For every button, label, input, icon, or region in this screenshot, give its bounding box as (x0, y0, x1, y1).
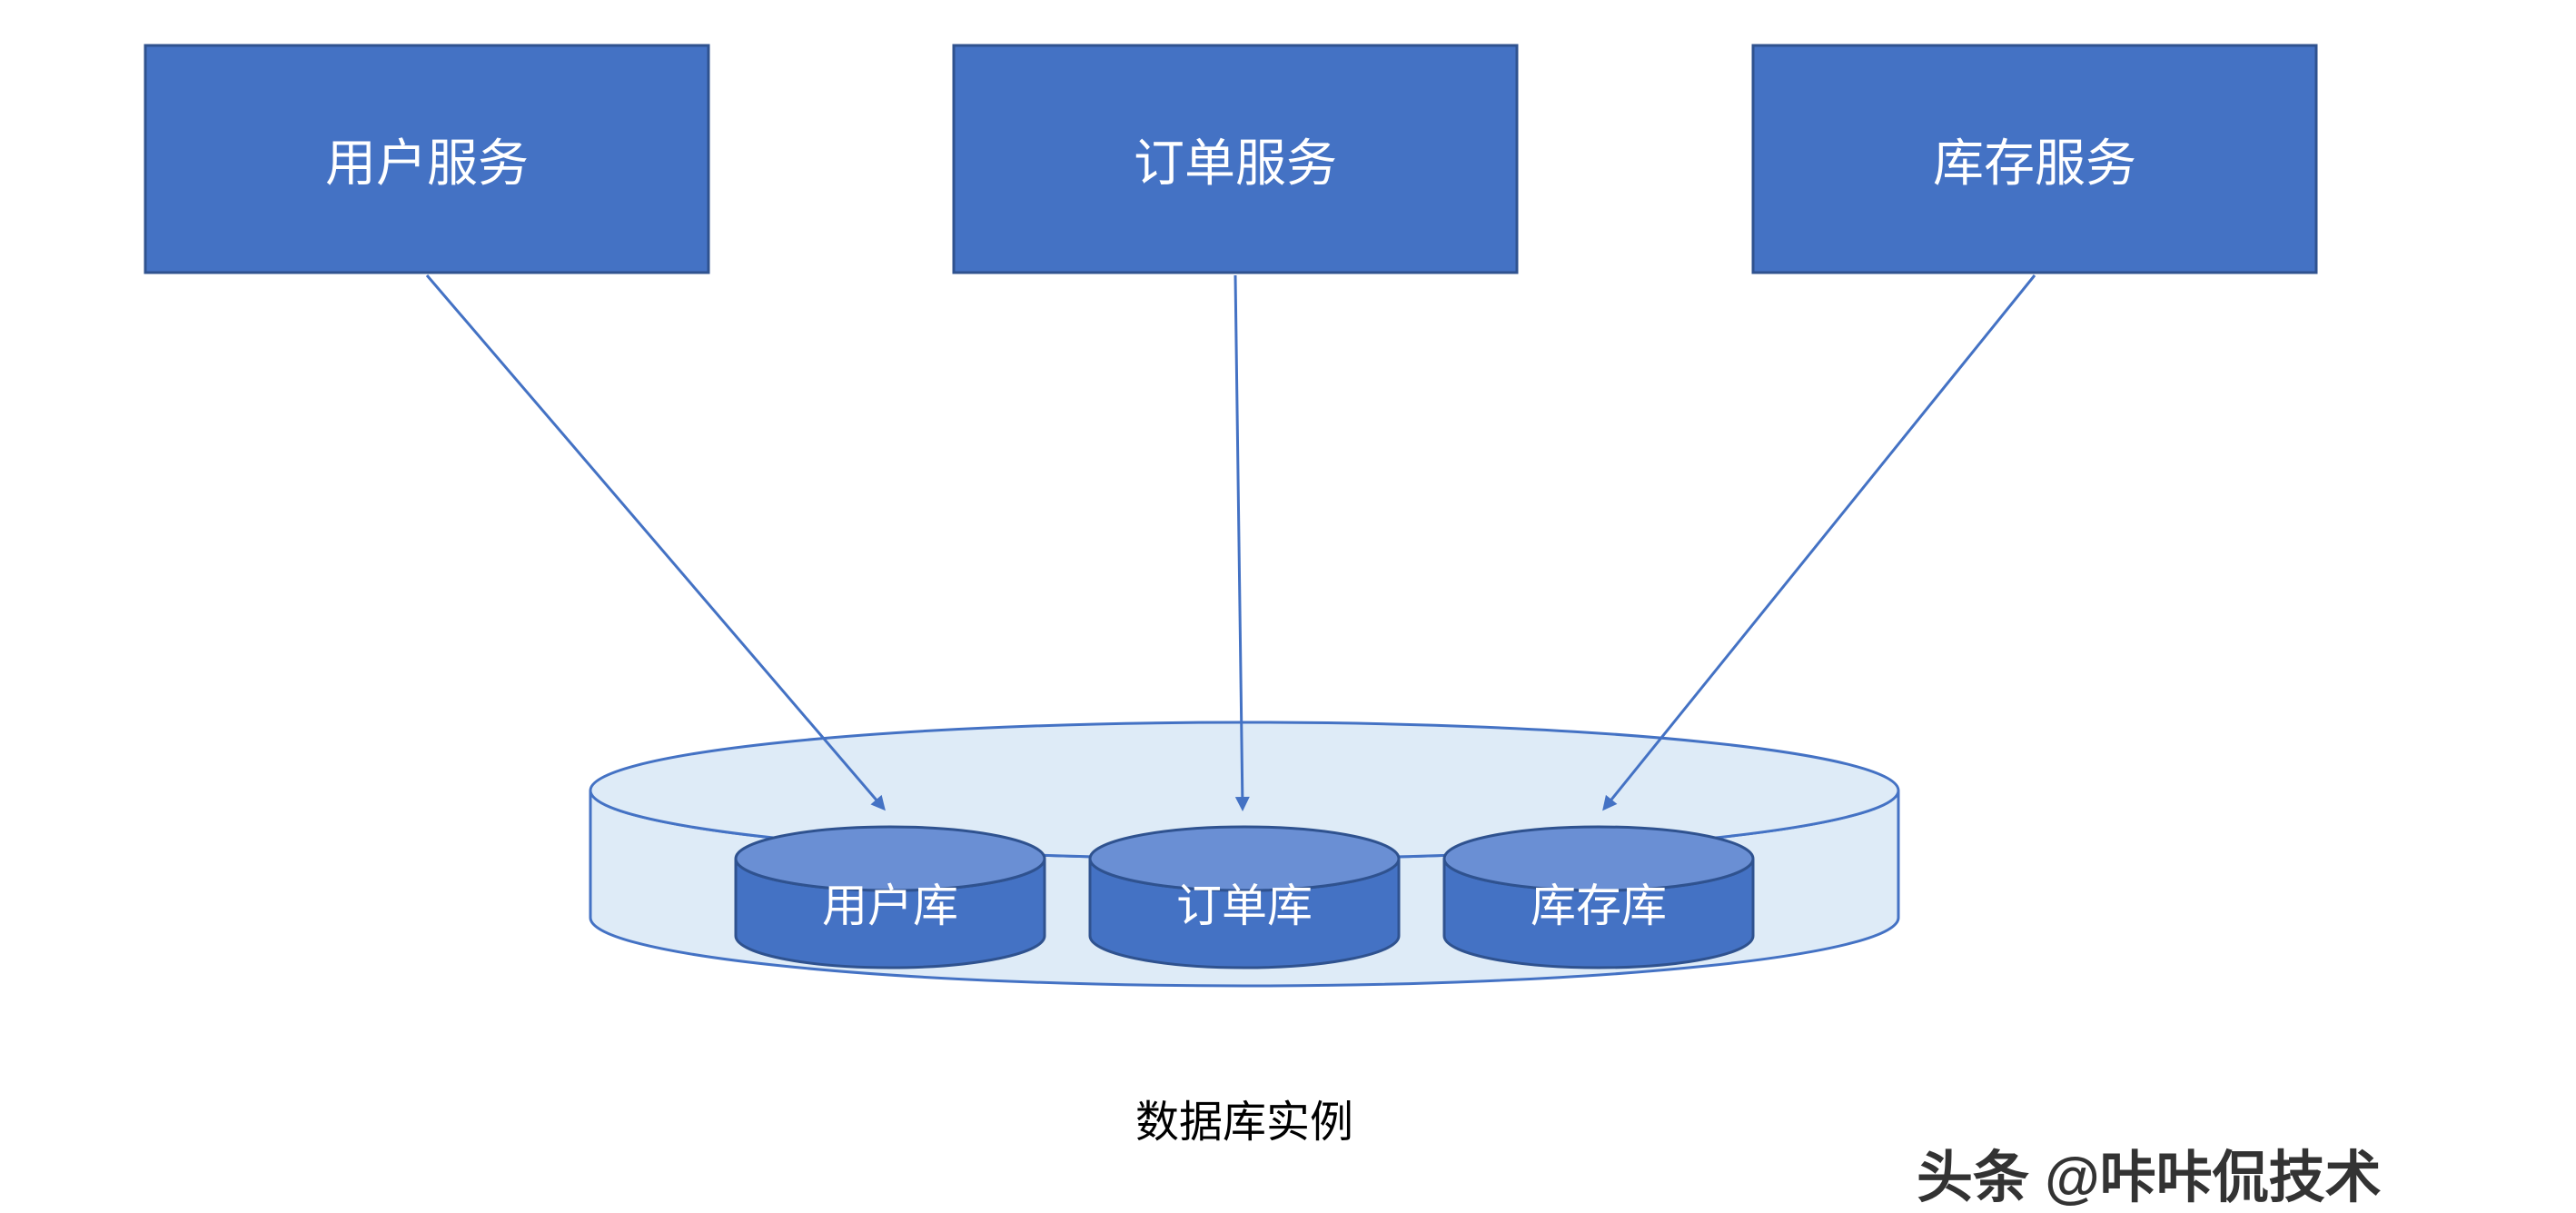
inventory-db-label: 库存库 (1444, 870, 1753, 935)
text-labels-layer: 用户库订单库库存库用户服务订单服务库存服务数据库实例头条 @咔咔侃技术 (0, 0, 2576, 1185)
watermark: 头条 @咔咔侃技术 (1917, 1131, 2382, 1213)
inventory-service-label: 库存服务 (1933, 123, 2136, 196)
user-db-label: 用户库 (736, 870, 1045, 935)
inventory-service: 库存服务 (1753, 45, 2316, 273)
db-instance-label: 数据库实例 (1063, 1086, 1426, 1149)
user-service-label: 用户服务 (325, 123, 529, 196)
order-service: 订单服务 (954, 45, 1517, 273)
architecture-diagram: 用户库订单库库存库用户服务订单服务库存服务数据库实例头条 @咔咔侃技术 (0, 0, 2576, 1185)
user-service: 用户服务 (145, 45, 708, 273)
order-service-label: 订单服务 (1134, 123, 1337, 196)
order-db-label: 订单库 (1090, 870, 1399, 935)
